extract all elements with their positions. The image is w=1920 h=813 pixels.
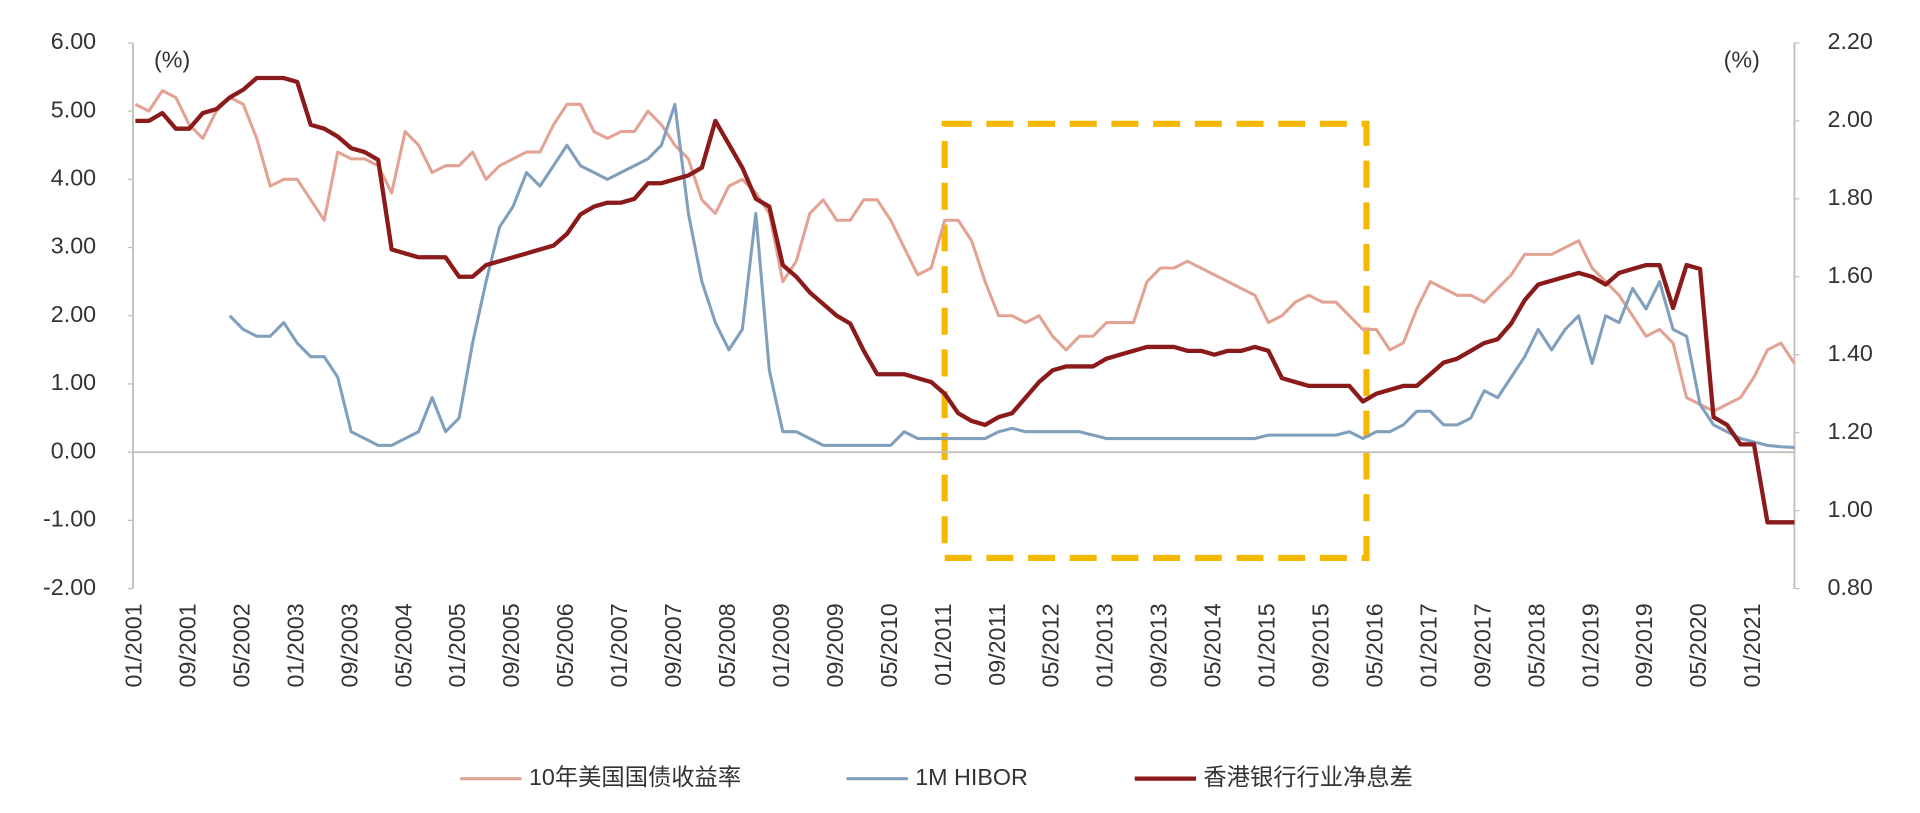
x-tick-label: 01/2009 [768,603,794,687]
x-tick-label: 05/2006 [552,603,578,687]
y2-tick-label: 1.80 [1828,184,1873,210]
x-tick-label: 01/2021 [1739,603,1765,687]
legend-label: 1M HIBOR [915,764,1028,790]
x-tick-label: 05/2016 [1361,603,1387,687]
x-tick-label: 05/2010 [876,603,902,687]
x-tick-label: 09/2017 [1469,603,1495,687]
y-tick-label: 6.00 [51,28,96,54]
x-tick-label: 09/2011 [984,603,1010,685]
y-tick-label: -2.00 [43,574,96,600]
x-tick-label: 01/2011 [930,603,956,685]
x-tick-label: 09/2009 [822,603,848,687]
y2-tick-label: 1.60 [1828,262,1873,288]
y-tick-label: 5.00 [51,96,96,122]
y-tick-label: 4.00 [51,164,96,190]
x-tick-label: 01/2007 [606,603,632,687]
x-tick-label: 01/2005 [444,603,470,687]
y2-tick-label: 1.20 [1828,418,1873,444]
y-tick-label: 2.00 [51,301,96,327]
x-tick-label: 05/2018 [1523,603,1549,687]
x-tick-label: 05/2008 [714,603,740,687]
y2-tick-label: 2.20 [1828,28,1873,54]
x-tick-label: 01/2015 [1254,603,1280,687]
x-tick-label: 05/2004 [390,603,416,687]
x-tick-label: 09/2005 [498,603,524,687]
y-unit: (%) [154,46,190,72]
y2-tick-label: 2.00 [1828,106,1873,132]
y2-unit: (%) [1724,46,1760,72]
y2-tick-label: 1.40 [1828,340,1873,366]
x-tick-label: 01/2013 [1092,603,1118,687]
legend-label: 香港银行行业净息差 [1203,764,1413,790]
x-tick-label: 01/2001 [121,603,147,687]
x-tick-label: 05/2014 [1200,603,1226,687]
x-tick-label: 01/2019 [1577,603,1603,687]
series-line [134,89,1796,413]
legend-label: 10年美国国债收益率 [529,764,741,790]
x-tick-label: 01/2017 [1415,603,1441,687]
y-tick-label: 3.00 [51,233,96,259]
series-line [135,75,1795,525]
x-tick-label: 09/2013 [1146,603,1172,687]
x-tick-label: 09/2007 [660,603,686,687]
x-tick-label: 05/2020 [1685,603,1711,687]
x-tick-label: 09/2001 [174,603,200,687]
y-tick-label: 0.00 [51,437,96,463]
y2-tick-label: 0.80 [1828,574,1873,600]
y-tick-label: -1.00 [43,506,96,532]
x-tick-label: 09/2003 [336,603,362,687]
highlight-box [941,120,1370,562]
x-tick-label: 01/2003 [282,603,308,687]
x-tick-label: 05/2002 [228,603,254,687]
x-tick-label: 05/2012 [1038,603,1064,687]
y-tick-label: 1.00 [51,369,96,395]
x-tick-label: 09/2015 [1308,603,1334,687]
y2-tick-label: 1.00 [1828,496,1873,522]
x-tick-label: 09/2019 [1631,603,1657,687]
